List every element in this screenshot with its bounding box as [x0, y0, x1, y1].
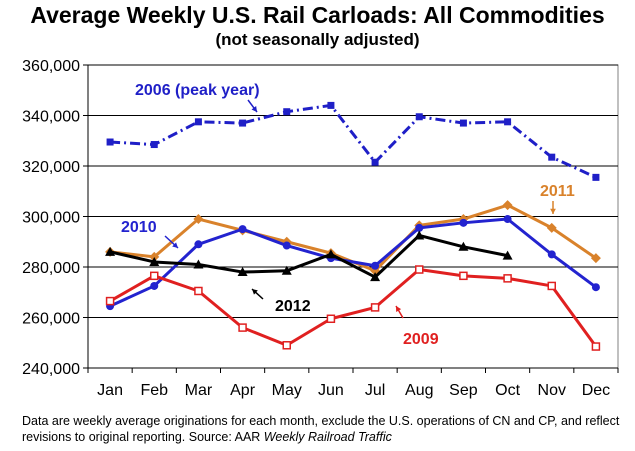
x-tick-label: Nov [538, 382, 566, 399]
data-point [325, 249, 336, 259]
data-point [415, 265, 424, 274]
data-point [546, 222, 557, 233]
annotation-arrowhead [251, 106, 257, 112]
data-point [150, 141, 158, 149]
x-tick-label: Apr [230, 382, 256, 399]
annotation-label: 2011 [540, 183, 575, 200]
annotation-arrowhead [252, 289, 258, 295]
x-tick-label: Aug [405, 382, 433, 399]
footnote-source: Weekly Railroad Traffic [263, 430, 392, 444]
data-point [547, 250, 556, 259]
data-point [592, 173, 600, 181]
data-point [237, 267, 248, 277]
data-point [238, 225, 247, 234]
x-tick-label: Feb [140, 382, 168, 399]
data-point [106, 138, 114, 146]
data-point [281, 265, 292, 275]
data-point [548, 153, 556, 161]
x-tick-label: Jan [97, 382, 123, 399]
data-point [282, 341, 291, 350]
x-tick-label: Jun [318, 382, 344, 399]
y-tick-label: 280,000 [22, 260, 80, 277]
y-tick-label: 240,000 [22, 361, 80, 378]
data-point [371, 158, 379, 166]
data-point [149, 251, 160, 262]
data-point [591, 283, 600, 292]
x-tick-label: Jul [365, 382, 385, 399]
data-point [458, 241, 469, 251]
y-tick-label: 300,000 [22, 210, 80, 227]
y-tick-label: 260,000 [22, 311, 80, 328]
data-point [194, 286, 203, 296]
data-point [150, 281, 159, 290]
data-point [415, 113, 423, 121]
line-chart: 240,000 260,000 280,000 300,000 320,000 340,0… [22, 58, 619, 399]
footnote: Data are weekly average originations for… [22, 413, 622, 445]
annotation-arrowhead [550, 208, 556, 214]
chart-subtitle: (not seasonally adjusted) [215, 30, 420, 49]
data-point [193, 214, 204, 225]
data-point [414, 230, 425, 240]
data-point [105, 246, 116, 256]
x-tick-label: Dec [582, 382, 610, 399]
data-point [327, 101, 335, 109]
data-point [149, 256, 160, 266]
data-point [591, 342, 601, 351]
data-point [371, 261, 380, 270]
data-point [504, 118, 512, 126]
data-point [547, 281, 556, 291]
x-tick-label: Sep [449, 382, 478, 399]
series-line [109, 268, 598, 348]
annotation-arrowhead [396, 306, 402, 312]
y-tick-label: 340,000 [22, 109, 80, 126]
data-point [238, 323, 247, 332]
x-tick-label: Mar [185, 382, 213, 399]
series-line [109, 217, 597, 308]
annotation-label: 2012 [275, 298, 311, 315]
data-point [502, 250, 513, 260]
data-point [105, 296, 115, 306]
annotation-arrowhead [172, 242, 178, 248]
annotation-label: 2009 [403, 331, 439, 348]
chart-title: Average Weekly U.S. Rail Carloads: All C… [30, 2, 605, 28]
y-tick-label: 360,000 [22, 58, 80, 75]
data-point [326, 314, 336, 324]
annotation-label: 2006 (peak year) [135, 82, 260, 99]
annotation-label: 2010 [121, 219, 157, 236]
x-tick-label: May [272, 382, 302, 399]
x-tick-label: Oct [495, 382, 520, 399]
data-point [459, 218, 468, 227]
data-point [194, 240, 203, 249]
data-point [194, 118, 202, 126]
data-point [590, 253, 601, 264]
data-point [370, 303, 380, 312]
data-point [415, 223, 424, 232]
data-point [239, 119, 247, 127]
series-line [109, 103, 597, 179]
data-point [459, 271, 468, 281]
series-line [109, 233, 508, 279]
data-point [503, 215, 512, 224]
y-tick-label: 320,000 [22, 159, 80, 176]
data-point [503, 274, 512, 283]
data-point [150, 271, 159, 281]
footnote-text: Data are weekly average originations for… [22, 414, 620, 444]
data-point [502, 200, 513, 211]
data-point [193, 259, 204, 269]
data-point [283, 108, 291, 116]
data-point [459, 119, 467, 127]
data-point [370, 272, 381, 282]
data-point [282, 241, 291, 250]
